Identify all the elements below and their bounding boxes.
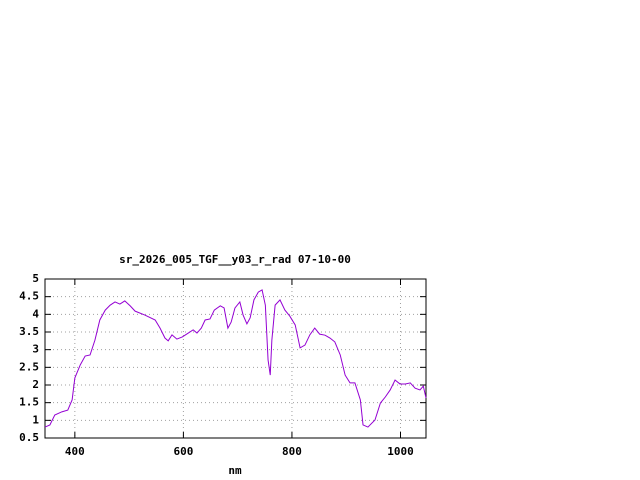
plot-frame [44, 278, 427, 439]
x-tick-label: 800 [282, 445, 302, 458]
x-tick-label: 1000 [387, 445, 414, 458]
y-tick-label: 3.5 [19, 325, 39, 338]
y-tick-label: 4 [32, 307, 39, 320]
x-tick-label: 400 [65, 445, 85, 458]
y-tick-label: 1.5 [19, 396, 39, 409]
x-tick-label: 600 [173, 445, 193, 458]
y-tick-label: 5 [32, 272, 39, 285]
y-tick-label: 0.5 [19, 431, 39, 444]
y-tick-label: 2.5 [19, 360, 39, 373]
y-tick-label: 3 [32, 343, 39, 356]
y-tick-label: 2 [32, 378, 39, 391]
chart-title: sr_2026_005_TGF__y03_r_rad 07-10-00 [119, 253, 351, 266]
y-tick-label: 1 [32, 413, 39, 426]
data-line [44, 289, 427, 428]
y-tick-label: 4.5 [19, 290, 39, 303]
x-axis-label: nm [228, 464, 242, 477]
